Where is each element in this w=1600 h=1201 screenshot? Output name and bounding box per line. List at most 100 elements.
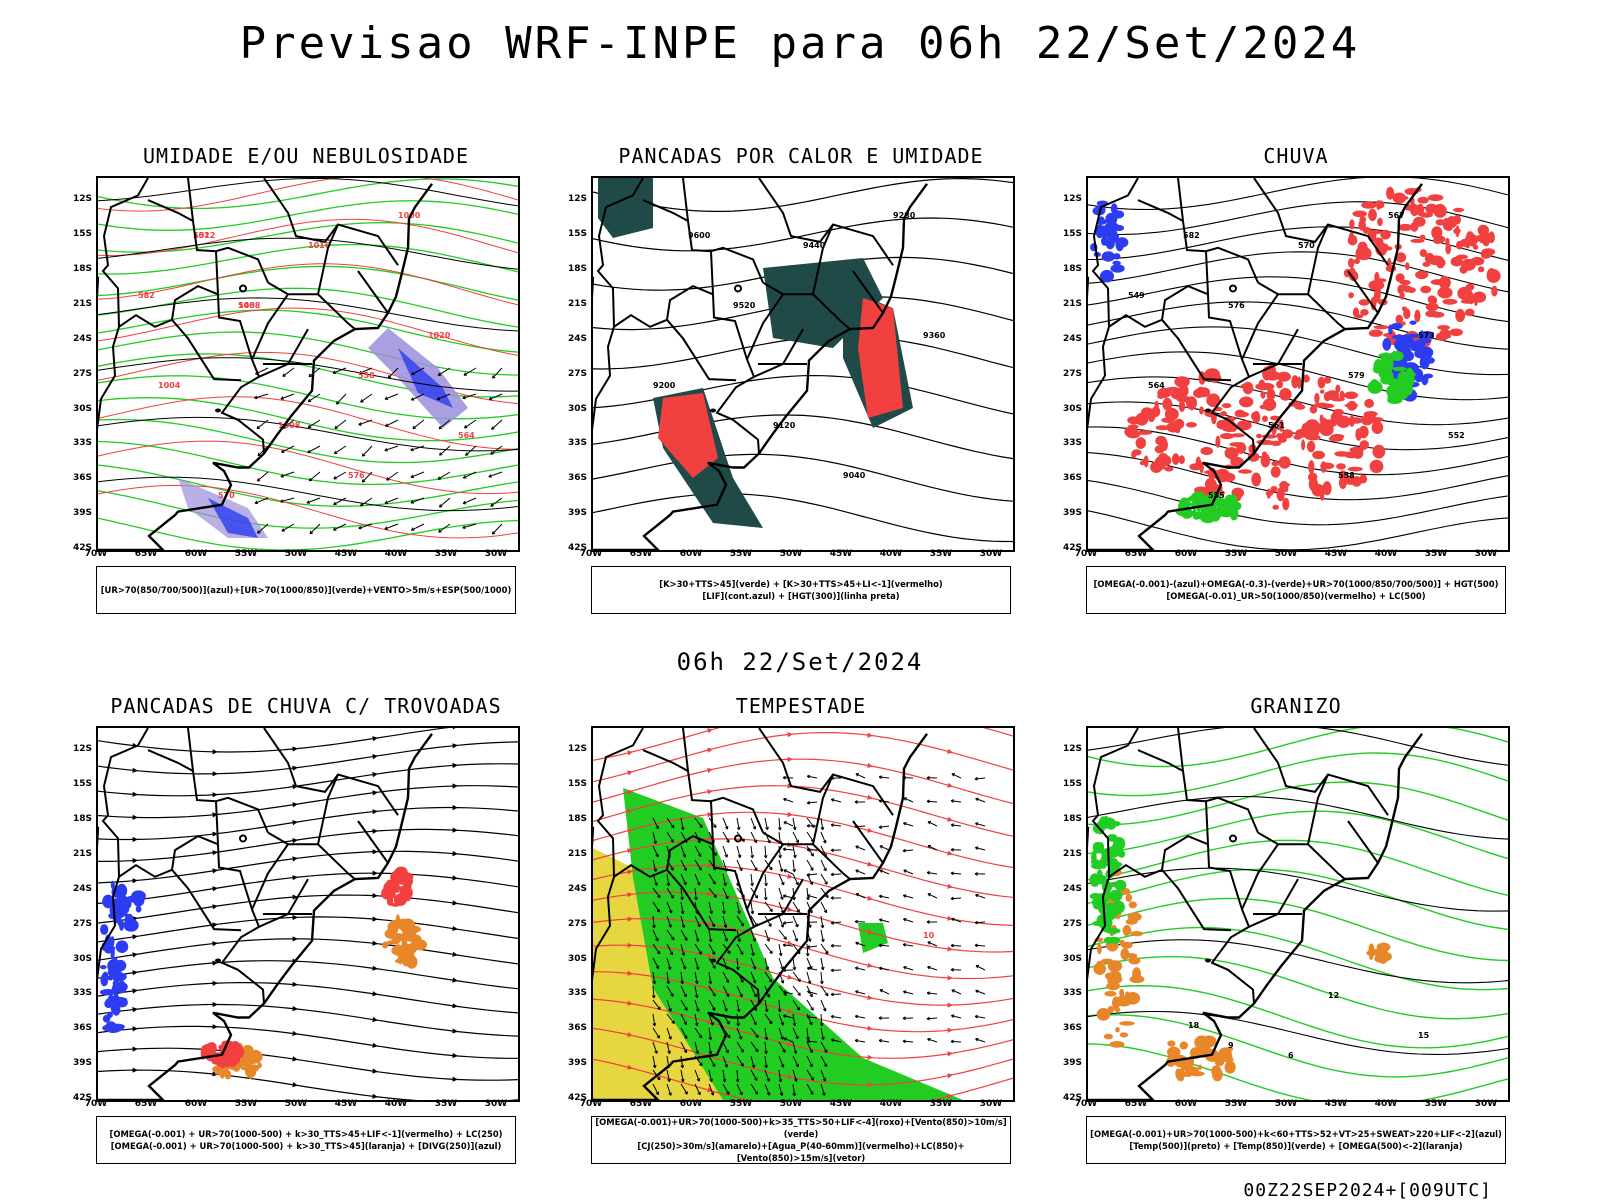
lon-tick-label: 30W <box>481 1099 511 1109</box>
contour-label: 12 <box>1328 991 1339 1000</box>
lon-tick-label: 45W <box>826 549 856 559</box>
rain-red-cell <box>1251 473 1261 487</box>
lat-tick-label: 21S <box>1056 299 1082 309</box>
lon-tick-label: 30W <box>1471 1099 1501 1109</box>
wind-vector <box>283 368 294 376</box>
rain-red-cell <box>1155 401 1159 410</box>
lat-tick-label: 12S <box>561 744 587 754</box>
rain-blue-cell <box>1423 349 1432 355</box>
divergence-blue-cell <box>116 940 129 953</box>
lat-tick-label: 36S <box>66 473 92 483</box>
thunder-orange-cell <box>403 951 408 965</box>
border-line <box>683 178 688 221</box>
lon-tick-label: 55W <box>726 1099 756 1109</box>
thunder-orange-cell <box>397 956 402 963</box>
temp-green-cell <box>1118 901 1124 912</box>
streamline-arrow <box>212 868 218 873</box>
lon-tick-label: 50W <box>776 549 806 559</box>
map-trovoadas <box>96 726 520 1102</box>
border-line <box>103 728 148 877</box>
legend-line: [LIF](cont.azul) + [HGT(300)](linha pret… <box>592 590 1010 602</box>
rain-red-cell <box>1453 228 1460 234</box>
contour-label: 9520 <box>733 301 756 310</box>
rain-red-cell <box>1282 429 1293 438</box>
rain-red-cell <box>1340 391 1345 401</box>
streamline-arrow <box>372 1017 378 1022</box>
rain-red-cell <box>1161 439 1168 451</box>
streamline <box>98 1070 518 1100</box>
streamline <box>98 983 518 1013</box>
contour-line <box>1088 453 1508 500</box>
divergence-blue-cell <box>115 960 127 971</box>
contour-label: 576 <box>1228 301 1245 310</box>
border-line <box>1242 294 1278 359</box>
wind-vector <box>821 902 827 913</box>
wind-vector <box>779 930 786 939</box>
divergence-blue-cell <box>110 946 114 960</box>
contour-line <box>98 477 518 510</box>
rain-red-cell <box>1426 303 1439 311</box>
mid-date: 06h 22/Set/2024 <box>0 648 1600 676</box>
contour-label: 564 <box>1148 381 1165 390</box>
wind-vector <box>411 524 424 530</box>
lat-tick-label: 33S <box>66 988 92 998</box>
streamline-arrow <box>292 746 298 751</box>
lat-tick-label: 39S <box>561 508 587 518</box>
streamline-arrow <box>452 926 458 931</box>
wind-vector <box>765 944 772 954</box>
rain-red-cell <box>1371 417 1383 422</box>
lat-tick-label: 27S <box>561 369 587 379</box>
lon-tick-label: 35W <box>431 1099 461 1109</box>
lat-tick-label: 21S <box>66 849 92 859</box>
rain-red-cell <box>1377 218 1383 226</box>
rain-red-cell <box>1229 442 1244 447</box>
lat-tick-label: 21S <box>66 299 92 309</box>
lon-tick-label: 40W <box>381 549 411 559</box>
contour-line <box>1088 1015 1508 1077</box>
contour-line <box>98 264 518 305</box>
panel-title: CHUVA <box>1056 144 1536 168</box>
rain-red-cell <box>1141 407 1153 417</box>
rain-red-cell <box>1361 202 1376 209</box>
rain-green-cell <box>1367 381 1382 394</box>
lat-tick-label: 27S <box>1056 369 1082 379</box>
rain-red-cell <box>1158 453 1169 464</box>
rain-red-cell <box>1420 286 1431 293</box>
lon-tick-label: 30W <box>1471 549 1501 559</box>
lake-mark <box>215 409 221 413</box>
rain-red-cell <box>1256 434 1262 439</box>
rain-red-cell <box>1431 312 1445 318</box>
hail-orange-cell <box>1109 1041 1124 1048</box>
streamline-arrow <box>947 1051 953 1056</box>
lat-tick-label: 30S <box>561 404 587 414</box>
wind-vector <box>793 986 800 996</box>
contour-line <box>1088 928 1508 990</box>
rain-red-cell <box>1380 230 1391 240</box>
rain-red-cell <box>1272 505 1279 510</box>
temp-green-cell <box>1100 816 1106 826</box>
wind-vector <box>308 446 320 453</box>
hail-orange-cell <box>1184 1070 1193 1077</box>
lat-tick-label: 15S <box>561 779 587 789</box>
rain-blue-cell <box>1391 323 1403 329</box>
rain-red-cell <box>1276 381 1283 389</box>
hail-orange-cell <box>1167 1040 1175 1046</box>
lat-tick-label: 39S <box>66 1058 92 1068</box>
lat-tick-label: 24S <box>66 884 92 894</box>
lon-tick-label: 65W <box>626 1099 656 1109</box>
rain-red-cell <box>1428 255 1444 265</box>
lon-tick-label: 50W <box>1271 1099 1301 1109</box>
rain-red-cell <box>1260 391 1265 398</box>
thunder-red-cell <box>234 1045 243 1051</box>
contour-label: 582 <box>138 291 155 300</box>
lon-tick-label: 45W <box>826 1099 856 1109</box>
rain-red-cell <box>1431 279 1446 285</box>
streamline-arrow <box>212 904 218 909</box>
rain-red-cell <box>1428 295 1437 303</box>
hail-orange-cell <box>1369 951 1374 961</box>
lat-tick-label: 33S <box>561 988 587 998</box>
streamline <box>98 808 518 840</box>
rain-red-cell <box>1166 387 1181 392</box>
legend-box: [OMEGA(-0.001)+UR>70(1000-500)+k<60+TTS>… <box>1086 1116 1506 1164</box>
rain-red-cell <box>1370 460 1384 473</box>
